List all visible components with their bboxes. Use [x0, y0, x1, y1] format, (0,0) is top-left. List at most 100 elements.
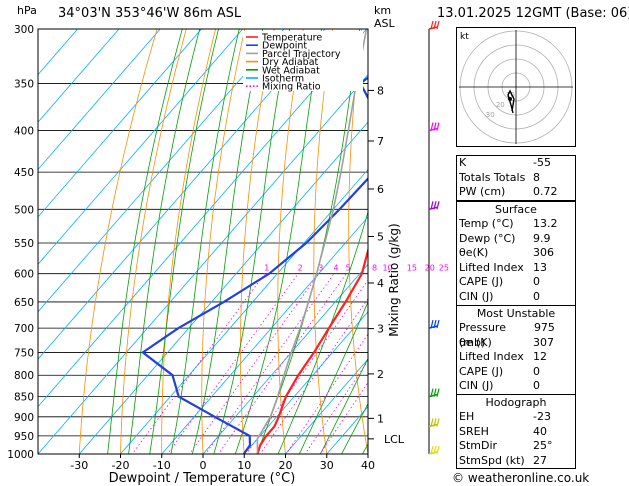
dry-adiabat-line: [348, 29, 368, 454]
isotherm-line: [38, 29, 79, 76]
km-tick-label: LCL: [384, 433, 405, 446]
pressure-tick-label: 400: [14, 126, 34, 138]
hodograph: kt 10 20 30: [456, 27, 576, 147]
legend-label: Temperature: [261, 33, 322, 44]
wet-adiabat-line: [234, 29, 322, 454]
wind-barb: [428, 325, 438, 329]
mixing-ratio-line: [259, 298, 368, 454]
mixing-ratio-line: [205, 273, 335, 454]
hodograph-row: SREH 40: [459, 424, 547, 438]
km-tick-label: 2: [377, 368, 384, 381]
legend-label: Mixing Ratio: [262, 82, 321, 93]
mixing-ratio-line: [245, 279, 368, 454]
pressure-tick-label: 750: [14, 347, 34, 359]
wind-barb-flag: [430, 319, 434, 329]
wind-barb-flag: [433, 201, 437, 210]
wet-adiabat-line: [277, 210, 368, 454]
wet-adiabat-line: [319, 357, 368, 454]
location-title: 34°03'N 353°46'W 86m ASL: [58, 6, 242, 21]
mixing-ratio-line: [217, 273, 347, 454]
mixing-ratio-label: 25: [439, 264, 449, 273]
most-unstable-row: CIN (J) 0: [459, 379, 540, 393]
wet-adiabat-line: [107, 29, 183, 454]
x-axis-label: Dewpoint / Temperature (°C): [109, 471, 296, 486]
axes: 3003504004505005506006507007508008509009…: [7, 24, 449, 472]
wind-barbs: [428, 20, 440, 455]
surface-title: Surface: [495, 203, 537, 216]
isotherm-line: [38, 29, 120, 123]
wind-barb-flag: [433, 20, 437, 30]
wet-adiabat-line: [128, 29, 201, 454]
surface-row: Dewp (°C) 9.9: [459, 231, 551, 245]
mixing-ratio-label: 1: [264, 264, 269, 273]
x-tick-label: 0: [200, 459, 207, 472]
x-tick-label: 20: [279, 459, 293, 472]
hodograph-row: StmSpd (kt) 27: [459, 453, 547, 467]
mixing-ratio-line: [131, 273, 266, 454]
surface-row: Lifted Index 13: [459, 260, 547, 274]
isotherm-line: [38, 29, 203, 218]
legend-label: Parcel Trajectory: [262, 49, 341, 60]
pressure-tick-label: 450: [14, 167, 34, 179]
legend-background: [243, 31, 363, 91]
pressure-tick-label: 300: [14, 24, 34, 36]
wind-barb-flag: [433, 388, 437, 397]
legend-label: Isotherm: [262, 74, 304, 85]
wind-barb-flag: [430, 201, 434, 210]
pressure-tick-label: 550: [14, 238, 34, 250]
mixing-ratio-label: 4: [334, 264, 339, 273]
hodograph-table: Hodograph EH -23 SREH 40 StmDir 25° StmSpd …: [456, 394, 576, 470]
mixing-ratio-label: 2: [298, 264, 303, 273]
series-dewpoint: [140, 76, 368, 454]
hodograph-table-title: Hodograph: [485, 396, 547, 409]
hodograph-ring-label: 10: [506, 91, 515, 99]
wind-barb-flag: [430, 445, 434, 455]
mixing-ratio-line: [188, 273, 320, 454]
dry-adiabat-line: [78, 29, 158, 454]
isotherm-line: [202, 263, 368, 454]
legend-label: Wet Adiabat: [262, 65, 320, 76]
index-row: PW (cm) 0.72: [459, 185, 558, 199]
series-parcel-trajectory: [256, 29, 368, 454]
mixing-ratio-axis-label: Mixing Ratio (g/kg): [387, 223, 401, 336]
wind-barb-flag: [436, 201, 440, 210]
wind-barb-flag: [430, 20, 434, 30]
isotherm-line: [284, 358, 368, 454]
hpa-label: hPa: [17, 4, 37, 17]
dry-adiabat-line: [201, 29, 246, 454]
wind-barb: [428, 393, 438, 398]
surface-row: θe(K) 306: [459, 246, 554, 260]
pressure-tick-label: 600: [14, 269, 34, 281]
dry-adiabat-line: [593, 0, 629, 471]
mixing-ratio-label: 8: [372, 264, 377, 273]
most-unstable-row: CAPE (J) 0: [459, 364, 540, 378]
wind-barb-flag: [430, 122, 434, 131]
wind-barb-flag: [436, 388, 440, 397]
pressure-tick-label: 800: [14, 370, 34, 382]
wind-barb: [428, 206, 438, 211]
isotherm-line: [243, 311, 368, 454]
hodograph-row: StmDir 25°: [459, 439, 553, 453]
wind-barb-flag: [436, 319, 440, 329]
wet-adiabat-line: [191, 29, 264, 454]
wind-barb: [428, 423, 438, 428]
profile-series: [140, 29, 368, 454]
hodograph-unit: kt: [460, 32, 469, 42]
wind-barb-flag: [436, 418, 440, 427]
wind-barb-flag: [433, 122, 437, 131]
mixing-ratio-label: 3: [318, 264, 323, 273]
footer-credit: © weatheronline.co.uk: [452, 471, 590, 485]
pressure-tick-label: 700: [14, 323, 34, 335]
series-temperature: [256, 246, 368, 454]
km-tick-label: 7: [377, 135, 384, 148]
most-unstable-row: Lifted Index 12: [459, 350, 547, 364]
isotherm-line: [78, 121, 368, 454]
hodograph-row: EH -23: [459, 410, 551, 423]
wind-barb-flag: [433, 445, 437, 455]
pressure-tick-label: 350: [14, 78, 34, 90]
pressure-tick-label: 850: [14, 392, 34, 404]
wet-adiabat-line: [170, 29, 240, 454]
km-tick-label: 8: [377, 84, 384, 97]
